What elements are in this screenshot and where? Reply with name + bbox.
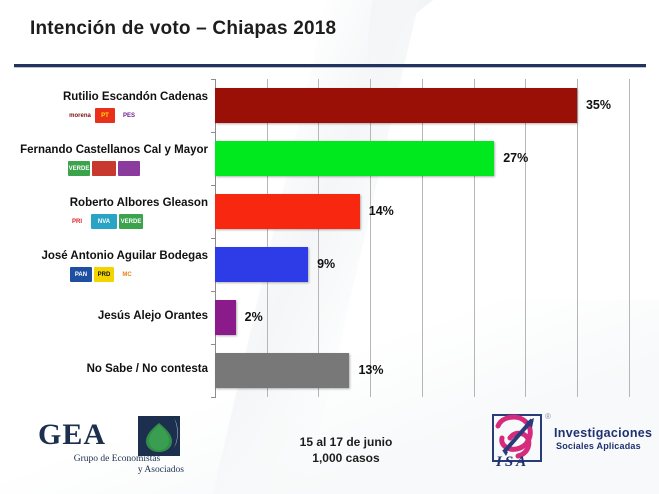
isa-swirl-arrow-icon — [495, 414, 534, 459]
isa-acronym: ISA — [496, 454, 530, 470]
bar-value-label-6: 13% — [358, 362, 384, 377]
gea-acronym: GEA — [38, 418, 107, 451]
survey-sample-size: 1,000 casos — [312, 451, 380, 465]
party-logo-strip-3: PRI NVA VERDE — [0, 214, 208, 229]
gea-subtitle: Grupo de Economistas y Asociados — [42, 454, 192, 476]
bar-2 — [215, 141, 495, 176]
chart-axis-tick — [211, 397, 216, 398]
bar-value-label-4: 9% — [317, 256, 336, 271]
category-label-4: José Antonio Aguilar Bodegas — [41, 250, 208, 262]
party-logo-strip-1: morena PT PES — [0, 108, 208, 123]
party-logo-pt: PT — [95, 108, 115, 123]
chart-axis-tick — [211, 344, 216, 345]
chart-gridline — [421, 79, 423, 397]
survey-dates: 15 al 17 de junio — [299, 435, 393, 449]
chart-axis-tick — [211, 291, 216, 292]
chart-gridline — [525, 79, 527, 397]
party-logo-pvem: VERDE — [119, 214, 143, 229]
category-label-1: Rutilio Escandón Cadenas — [62, 91, 208, 103]
party-logo-pri: PRI — [65, 214, 89, 229]
party-logo-strip-4: PAN PRD MC — [0, 267, 208, 282]
bar-5 — [215, 300, 236, 335]
gea-mark-icon — [138, 416, 180, 456]
party-logo-chiapas-unido — [118, 161, 140, 176]
bar-1 — [215, 88, 577, 123]
category-label-6: No Sabe / No contesta — [86, 362, 208, 375]
party-logo-nueva-alianza: NVA — [91, 214, 117, 229]
bar-3 — [215, 194, 360, 229]
gea-subtitle-line1: Grupo de Economistas — [73, 454, 161, 464]
chart-axis-tick — [211, 185, 216, 186]
category-label-3: Roberto Albores Gleason — [69, 197, 208, 209]
bar-4 — [215, 247, 309, 282]
party-logo-encuentro-social: PES — [117, 108, 141, 123]
bar-value-label-2: 27% — [503, 150, 529, 165]
chart-axis-tick — [211, 79, 216, 80]
chart-axis-tick — [211, 238, 216, 239]
bar-value-label-5: 2% — [244, 309, 263, 324]
bar-value-label-3: 14% — [368, 203, 394, 218]
party-logo-prd: PRD — [94, 267, 114, 282]
isa-subtitle: Sociales Aplicadas — [556, 441, 641, 451]
isa-registered-mark: ® — [545, 412, 551, 421]
bar-value-label-1: 35% — [585, 97, 611, 112]
chart-gridline — [628, 79, 630, 397]
survey-note: 15 al 17 de junio 1,000 casos — [281, 434, 411, 466]
chart-gridline — [473, 79, 475, 397]
party-logo-strip-2: VERDE — [0, 161, 208, 176]
isa-title: Investigaciones — [554, 426, 653, 440]
gea-logo: GEA Grupo de Economistas y Asociados — [38, 416, 238, 480]
chart-gridline — [318, 79, 320, 397]
bar-6 — [215, 353, 350, 388]
chart-axis-tick — [211, 132, 216, 133]
party-logo-coalicion-chiapas — [92, 161, 116, 176]
chart-gridline — [266, 79, 268, 397]
gea-subtitle-line2: y Asociados — [137, 465, 184, 475]
chart-gridline — [576, 79, 578, 397]
title-divider — [14, 64, 646, 68]
party-logo-pvem: VERDE — [68, 161, 90, 176]
category-label-2: Fernando Castellanos Cal y Mayor — [20, 144, 208, 156]
chart-gridline — [370, 79, 372, 397]
category-label-5: Jesús Alejo Orantes — [97, 309, 208, 322]
page-title: Intención de voto – Chiapas 2018 — [30, 18, 337, 39]
gea-droplet-icon — [138, 416, 180, 456]
party-logo-movimiento-ciudadano: MC — [116, 267, 138, 282]
isa-logo: ® ISA Investigaciones Sociales Aplicadas — [492, 412, 657, 480]
party-logo-pan: PAN — [70, 267, 92, 282]
party-logo-morena: morena — [67, 108, 93, 123]
